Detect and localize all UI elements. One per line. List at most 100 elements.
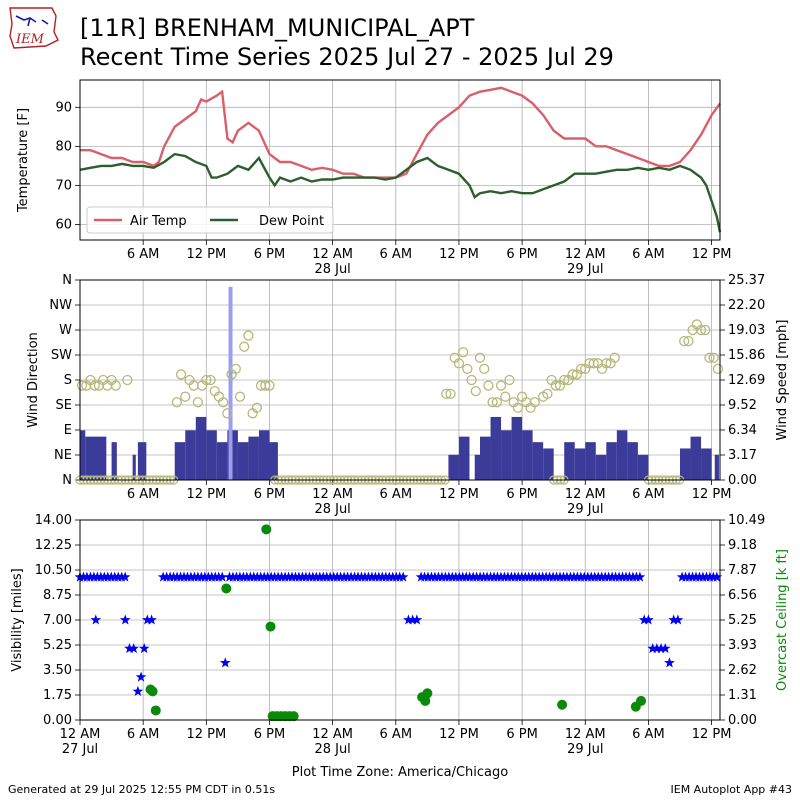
wind-direction-point bbox=[487, 397, 498, 408]
air-temp-line bbox=[80, 86, 721, 179]
visibility-point bbox=[119, 614, 131, 625]
x-tick-label: 12 PM bbox=[186, 727, 226, 742]
wind-speed-bar bbox=[206, 430, 217, 480]
wind-direction-point bbox=[466, 374, 477, 386]
wind-direction-point bbox=[500, 391, 511, 402]
ceiling-tick-label: 3.93 bbox=[728, 638, 757, 653]
visibility-point bbox=[219, 657, 231, 668]
wind-speed-bar bbox=[111, 442, 117, 480]
wind-direction-point bbox=[243, 330, 254, 341]
wind-speed-bar bbox=[606, 442, 617, 480]
wind-direction-point bbox=[76, 380, 88, 391]
x-tick-label: 6 AM bbox=[127, 727, 160, 742]
ceiling-point bbox=[288, 711, 299, 722]
visibility-point bbox=[135, 671, 147, 682]
visibility-point bbox=[664, 657, 675, 668]
wind-speed-bar bbox=[448, 454, 459, 480]
direction-tick-label: W bbox=[59, 323, 72, 338]
ceiling-point bbox=[221, 583, 232, 594]
wind-direction-point bbox=[708, 352, 719, 363]
ceiling-point bbox=[557, 699, 568, 710]
x-tick-label: 6 AM bbox=[632, 727, 665, 742]
wind-direction-point bbox=[264, 380, 275, 391]
wind-direction-point bbox=[683, 335, 694, 347]
x-tick-label: 12 PM bbox=[186, 247, 226, 262]
wind-direction-point bbox=[453, 358, 465, 369]
visibility-tick-label: 10.50 bbox=[35, 563, 72, 578]
wind-speed-bar bbox=[458, 436, 470, 480]
x-tick-label: 6 AM bbox=[632, 487, 665, 502]
x-tick-label: 12 AM bbox=[565, 487, 606, 502]
x-tick-label: 12 AM bbox=[60, 727, 101, 742]
wind-speed-bar bbox=[595, 454, 607, 480]
wind-speed-bar bbox=[490, 416, 502, 480]
wind-speed-bar bbox=[574, 448, 586, 480]
wind-direction-point bbox=[575, 363, 587, 375]
visibility-tick-label: 5.25 bbox=[43, 638, 72, 653]
speed-tick-label: 22.20 bbox=[728, 298, 765, 313]
wind-speed-bar bbox=[564, 442, 575, 480]
chart-subtitle: Recent Time Series 2025 Jul 27 - 2025 Ju… bbox=[80, 43, 614, 71]
direction-tick-label: S bbox=[64, 373, 72, 388]
wind-direction-point bbox=[222, 408, 233, 419]
visibility-point bbox=[124, 643, 135, 654]
wind-direction-point bbox=[205, 374, 216, 386]
x-tick-label: 12 PM bbox=[439, 247, 479, 262]
wind-speed-bar bbox=[174, 442, 186, 480]
wind-direction-point bbox=[679, 335, 690, 347]
wind-direction-point bbox=[542, 388, 553, 400]
wind-speed-bar bbox=[616, 430, 628, 480]
x-tick-label: 6 PM bbox=[506, 487, 537, 502]
wind-direction-point bbox=[89, 380, 100, 391]
temperature-axes-frame bbox=[79, 79, 721, 241]
wind-direction-point bbox=[230, 363, 241, 375]
x-tick-label: 12 PM bbox=[186, 487, 226, 502]
y-tick-label: 70 bbox=[55, 178, 72, 193]
visibility-point bbox=[216, 571, 228, 582]
ceiling-tick-label: 9.18 bbox=[728, 538, 757, 553]
x-tick-label: 6 PM bbox=[254, 247, 285, 262]
ceiling-point bbox=[261, 524, 272, 535]
wind-direction-point bbox=[588, 358, 599, 369]
wind-speed-bar bbox=[216, 442, 228, 480]
wind-direction-point bbox=[567, 369, 578, 380]
x-tick-date-label: 28 Jul bbox=[314, 502, 350, 517]
wind-speed-axis-label: Wind Speed [mph] bbox=[775, 320, 790, 441]
direction-tick-label: SE bbox=[56, 398, 72, 413]
visibility-point bbox=[146, 614, 157, 625]
visibility-point bbox=[711, 571, 723, 582]
x-tick-label: 12 AM bbox=[565, 727, 606, 742]
x-tick-label: 12 PM bbox=[692, 487, 732, 502]
x-tick-label: 6 PM bbox=[254, 727, 285, 742]
visibility-tick-label: 8.75 bbox=[43, 588, 72, 603]
ceiling-point bbox=[420, 695, 431, 706]
wind-gust-bar bbox=[228, 286, 233, 480]
x-tick-label: 12 AM bbox=[312, 487, 353, 502]
wind-speed-bar bbox=[137, 442, 147, 480]
y-tick-label: 60 bbox=[55, 217, 72, 232]
direction-tick-label: N bbox=[62, 273, 72, 288]
logo-text: IEM bbox=[15, 32, 45, 47]
wind-direction-point bbox=[495, 380, 507, 391]
speed-tick-label: 3.17 bbox=[728, 448, 757, 463]
visibility-point bbox=[403, 614, 414, 625]
visibility-axis-label: Visibility [miles] bbox=[10, 568, 25, 671]
wind-speed-bar bbox=[501, 430, 512, 480]
wind-direction-point bbox=[700, 324, 711, 336]
ceiling-tick-label: 6.56 bbox=[728, 588, 757, 603]
x-tick-date-label: 27 Jul bbox=[62, 742, 98, 757]
x-tick-label: 6 AM bbox=[380, 247, 413, 262]
x-tick-label: 6 PM bbox=[254, 487, 285, 502]
wind-direction-axis-label: Wind Direction bbox=[26, 332, 41, 428]
visibility-point bbox=[659, 643, 671, 654]
wind-axes-frame bbox=[79, 279, 721, 481]
legend-label-air-temp: Air Temp bbox=[130, 214, 187, 229]
wind-speed-bar bbox=[185, 430, 196, 480]
chart-title: [11R] BRENHAM_MUNICIPAL_APT bbox=[80, 14, 475, 42]
ceiling-point bbox=[265, 621, 276, 632]
direction-tick-label: SW bbox=[51, 348, 72, 363]
wind-direction-point bbox=[110, 380, 121, 391]
